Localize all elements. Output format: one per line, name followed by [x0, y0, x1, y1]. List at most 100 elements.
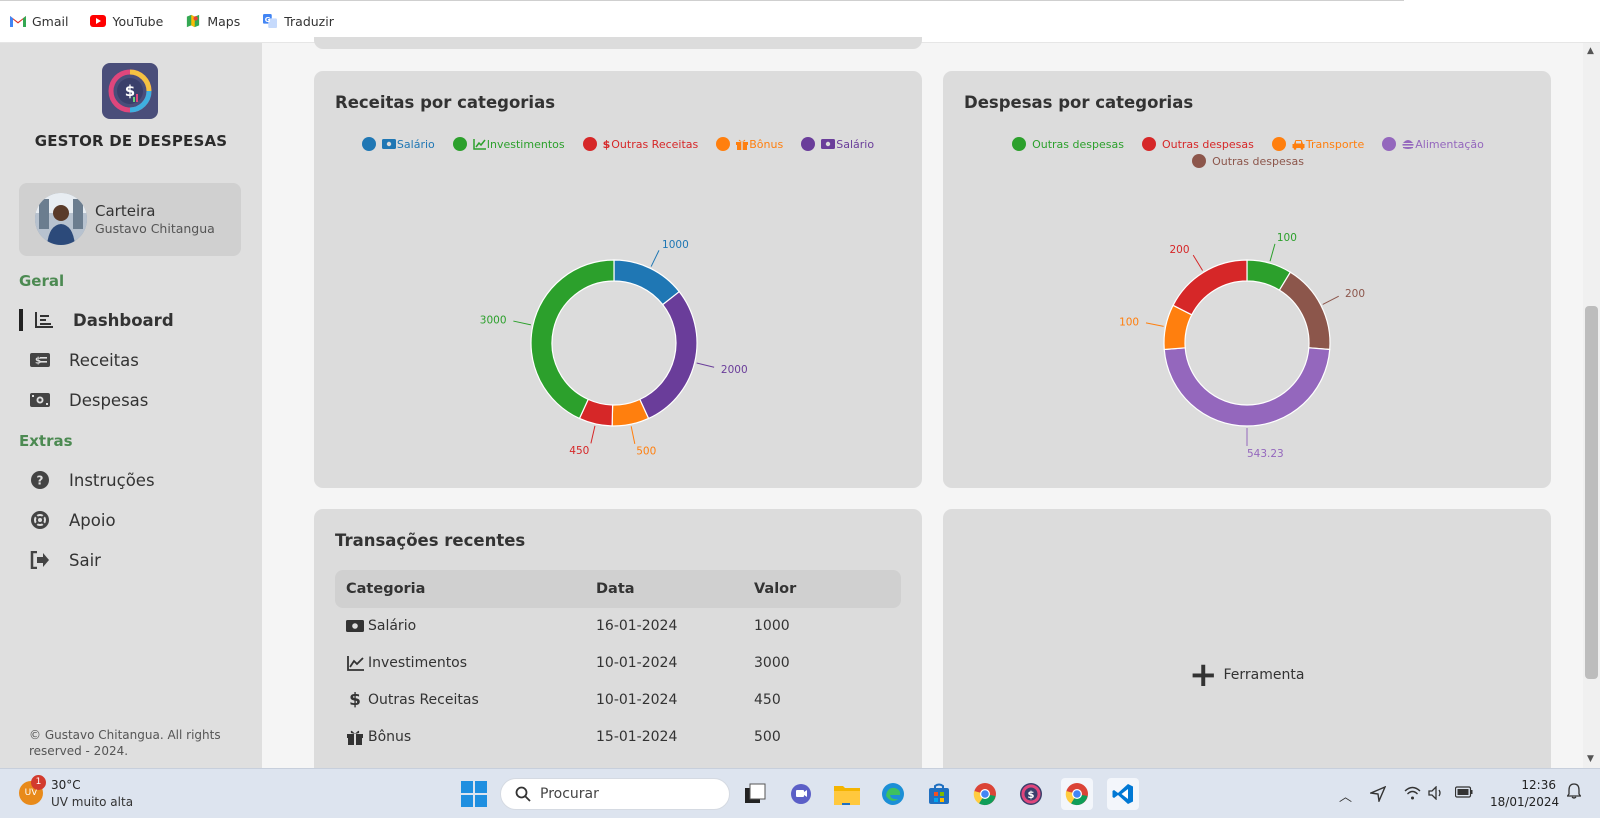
legend-label: Transporte — [1305, 137, 1365, 151]
slice-value-label: 543.23 — [1247, 448, 1284, 460]
slice-value-label: 100 — [1119, 316, 1139, 328]
legend-item[interactable]: Salário — [801, 137, 874, 151]
legend-item[interactable]: Outras despesas — [1141, 137, 1254, 151]
table-cell-data: 15-01-2024 — [596, 729, 678, 745]
location-icon[interactable] — [1368, 785, 1387, 806]
chrome-active-icon[interactable] — [1061, 778, 1093, 810]
chart-line-icon — [346, 655, 364, 671]
bookmark-youtube[interactable]: YouTube — [90, 14, 163, 29]
legend-item[interactable]: Alimentação — [1382, 137, 1484, 151]
table-cell-valor: 1000 — [754, 618, 790, 634]
system-clock[interactable]: 12:36 18/01/2024 — [1490, 777, 1560, 811]
pie-slice[interactable] — [639, 290, 698, 420]
windows-start-icon[interactable] — [461, 781, 487, 807]
table-row[interactable]: $ Outras Receitas 10-01-2024 450 — [335, 683, 901, 720]
bookmark-gmail[interactable]: Gmail — [10, 14, 68, 29]
legend-dot — [452, 137, 467, 151]
table-row[interactable]: Investimentos 10-01-2024 3000 — [335, 646, 901, 683]
legend-item[interactable]: Outras despesas — [1012, 137, 1124, 151]
nav-label: Instruções — [69, 470, 155, 490]
weather-temp[interactable]: 30°C — [51, 778, 81, 792]
app-logo[interactable]: $ — [102, 63, 158, 119]
nav-label: Dashboard — [73, 310, 174, 330]
legend-dot — [1382, 137, 1397, 151]
bookmark-traduzir[interactable]: G Traduzir — [262, 14, 334, 29]
dollar-icon: $ — [602, 137, 611, 151]
vscode-icon[interactable] — [1107, 778, 1139, 810]
slice-value-label: 450 — [569, 445, 589, 457]
nav-item-despesas[interactable]: Despesas — [19, 383, 249, 417]
slice-value-label: 200 — [1345, 288, 1365, 300]
clock-time: 12:36 — [1521, 778, 1556, 792]
slice-value-label: 2000 — [721, 364, 748, 376]
sign-out-icon — [29, 549, 51, 571]
pie-slice[interactable] — [530, 259, 615, 420]
taskbar: UV 1 30°C UV muito alta Procurar $ ︿ — [0, 768, 1600, 818]
money-bill-icon — [346, 618, 364, 634]
pie-slice[interactable] — [1163, 347, 1331, 427]
legend-item[interactable]: $ Outras Receitas — [582, 137, 698, 151]
table-row[interactable]: Salário 16-01-2024 1000 — [335, 609, 901, 646]
hamburger-icon — [1402, 139, 1414, 149]
app-icon[interactable]: $ — [1015, 778, 1047, 810]
despesas-donut-chart: 100 200 543.23 100 200 — [1119, 232, 1365, 460]
legend-item[interactable]: Salário — [361, 137, 435, 151]
legend-item[interactable]: Transporte — [1271, 137, 1365, 151]
legend-label: Outras despesas — [1212, 154, 1304, 168]
volume-icon[interactable] — [1428, 785, 1444, 804]
legend-item[interactable]: Investimentos — [452, 137, 565, 151]
ms-store-icon[interactable] — [923, 778, 955, 810]
despesas-chart-card: Despesas por categorias Outras despesas … — [943, 71, 1551, 488]
nav-label: Receitas — [69, 350, 139, 370]
nav-item-sair[interactable]: Sair — [19, 543, 249, 577]
edge-browser-icon[interactable] — [877, 778, 909, 810]
money-bill-wave-icon — [29, 389, 51, 411]
slice-label-line — [630, 426, 636, 444]
teams-chat-icon[interactable] — [785, 778, 817, 810]
wallet-logo-icon: $ — [108, 69, 152, 113]
bookmark-maps[interactable]: Maps — [185, 14, 240, 29]
legend-label: Salário — [396, 137, 435, 151]
nav-item-dashboard[interactable]: Dashboard — [19, 303, 249, 337]
dashboard-chart-icon — [33, 309, 55, 331]
clock-date: 18/01/2024 — [1490, 795, 1560, 809]
wifi-icon[interactable] — [1404, 786, 1421, 804]
legend-label: Investimentos — [486, 137, 565, 151]
scroll-down-icon[interactable]: ▼ — [1587, 754, 1594, 764]
chart-title: Despesas por categorias — [964, 93, 1194, 112]
pie-slice[interactable] — [1172, 259, 1248, 316]
battery-icon[interactable] — [1454, 786, 1473, 802]
legend-label: Alimentação — [1415, 137, 1484, 151]
tool-card: + Ferramenta — [943, 509, 1551, 768]
table-row[interactable]: Bônus 15-01-2024 500 — [335, 720, 901, 757]
legend-dot — [1271, 137, 1286, 151]
copyright-text: © Gustavo Chitangua. All rights reserved… — [29, 728, 221, 758]
legend-item[interactable]: Bônus — [716, 137, 783, 151]
wallet-title: Carteira — [95, 202, 156, 220]
pie-slice[interactable] — [1278, 271, 1331, 351]
pie-slice[interactable] — [613, 259, 681, 306]
nav-item-apoio[interactable]: Apoio — [19, 503, 249, 537]
weather-desc[interactable]: UV muito alta — [51, 795, 134, 809]
tray-chevron-up-icon[interactable]: ︿ — [1339, 790, 1353, 805]
table-cell-valor: 450 — [754, 692, 781, 708]
chrome-icon[interactable] — [969, 778, 1001, 810]
taskbar-search[interactable]: Procurar — [500, 778, 730, 810]
receitas-chart-card: Receitas por categorias Salário Investim… — [314, 71, 922, 488]
nav-item-receitas[interactable]: $ Receitas — [19, 343, 249, 377]
task-view-icon[interactable] — [739, 778, 771, 810]
gift-icon — [736, 139, 749, 150]
gmail-icon — [10, 16, 26, 27]
file-explorer-icon[interactable] — [831, 778, 863, 810]
app-title: GESTOR DE DESPESAS — [34, 132, 228, 150]
scrollbar-thumb[interactable] — [1585, 306, 1598, 679]
notification-bell-icon[interactable] — [1566, 783, 1582, 803]
add-tool-button[interactable]: + Ferramenta — [1189, 658, 1304, 692]
legend-dot — [1012, 137, 1027, 151]
legend-item[interactable]: Outras despesas — [1192, 154, 1304, 168]
wallet-card[interactable]: Carteira Gustavo Chitangua — [19, 183, 241, 256]
nav-item-instrucoes[interactable]: ? Instruções — [19, 463, 249, 497]
scroll-up-icon[interactable]: ▲ — [1587, 46, 1594, 56]
table-cell-categoria: $ Outras Receitas — [346, 690, 479, 710]
svg-text:G: G — [265, 16, 271, 24]
